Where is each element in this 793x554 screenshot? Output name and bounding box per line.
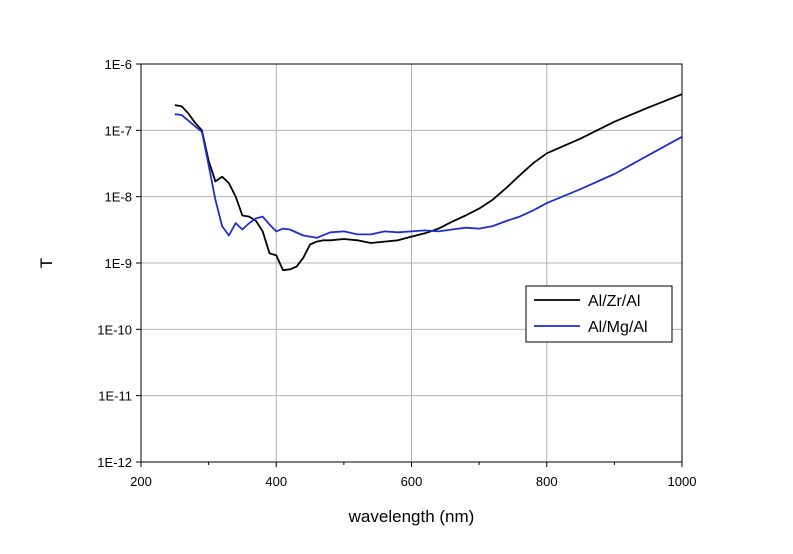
y-tick-label: 1E-10 <box>97 322 132 337</box>
x-tick-label: 800 <box>536 474 558 489</box>
y-tick-label: 1E-6 <box>105 57 132 72</box>
y-tick-label: 1E-11 <box>98 389 132 404</box>
y-tick-label: 1E-7 <box>105 123 132 138</box>
legend-label-1: Al/Zr/Al <box>588 293 640 310</box>
x-axis: 200 400 600 800 1000 <box>130 462 696 489</box>
y-tick-label: 1E-12 <box>97 455 132 470</box>
series-layer <box>174 93 683 272</box>
y-axis-title: T <box>37 258 56 268</box>
series-line-1 <box>174 93 683 272</box>
series-line-2 <box>174 113 683 239</box>
legend: Al/Zr/Al Al/Mg/Al <box>525 285 673 343</box>
x-tick-label: 200 <box>130 474 152 489</box>
x-tick-label: 1000 <box>668 474 697 489</box>
x-tick-label: 400 <box>265 474 287 489</box>
y-axis: 1E-12 1E-11 1E-10 1E-9 1E-8 1E-7 1E-6 <box>97 57 141 470</box>
legend-box <box>525 285 673 343</box>
legend-label-2: Al/Mg/Al <box>588 319 648 336</box>
x-tick-label: 600 <box>401 474 423 489</box>
y-tick-label: 1E-8 <box>105 190 132 205</box>
y-tick-label: 1E-9 <box>105 256 132 271</box>
x-axis-title: wavelength (nm) <box>348 507 475 526</box>
